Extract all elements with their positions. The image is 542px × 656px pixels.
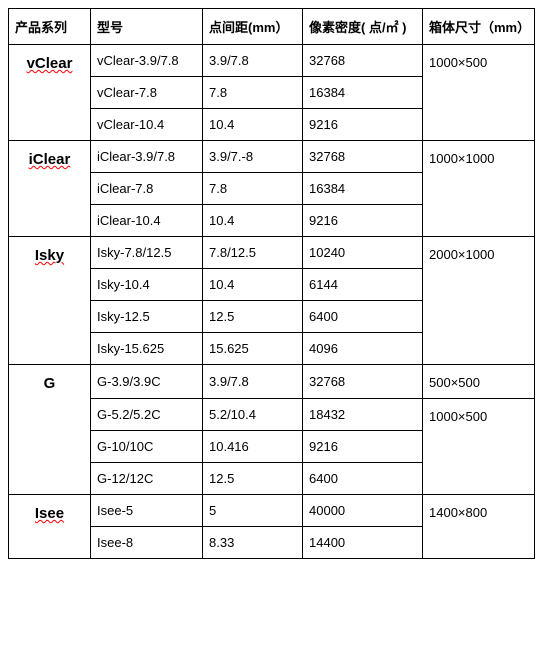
col-header-density: 像素密度( 点/㎡ ) bbox=[303, 9, 423, 45]
pitch-cell: 8.33 bbox=[203, 527, 303, 559]
model-cell: G-3.9/3.9C bbox=[91, 365, 203, 399]
series-name: Isee bbox=[35, 505, 64, 522]
model-cell: Isky-15.625 bbox=[91, 333, 203, 365]
density-cell: 16384 bbox=[303, 77, 423, 109]
col-header-model: 型号 bbox=[91, 9, 203, 45]
box-cell: 1000×500 bbox=[423, 45, 535, 141]
box-cell: 1000×500 bbox=[423, 399, 535, 495]
model-cell: vClear-3.9/7.8 bbox=[91, 45, 203, 77]
model-cell: iClear-3.9/7.8 bbox=[91, 141, 203, 173]
model-cell: Isee-8 bbox=[91, 527, 203, 559]
box-cell: 500×500 bbox=[423, 365, 535, 399]
pitch-cell: 15.625 bbox=[203, 333, 303, 365]
series-name: Isky bbox=[35, 247, 64, 264]
density-cell: 6144 bbox=[303, 269, 423, 301]
density-cell: 32768 bbox=[303, 45, 423, 77]
density-cell: 32768 bbox=[303, 141, 423, 173]
pitch-cell: 5.2/10.4 bbox=[203, 399, 303, 431]
density-cell: 40000 bbox=[303, 495, 423, 527]
pitch-cell: 7.8 bbox=[203, 77, 303, 109]
model-cell: Isky-10.4 bbox=[91, 269, 203, 301]
pitch-cell: 3.9/7.8 bbox=[203, 45, 303, 77]
table-row: iCleariClear-3.9/7.83.9/7.-8327681000×10… bbox=[9, 141, 535, 173]
series-cell: Isky bbox=[9, 237, 91, 365]
series-cell: Isee bbox=[9, 495, 91, 559]
model-cell: vClear-7.8 bbox=[91, 77, 203, 109]
model-cell: Isky-12.5 bbox=[91, 301, 203, 333]
model-cell: G-12/12C bbox=[91, 463, 203, 495]
model-cell: vClear-10.4 bbox=[91, 109, 203, 141]
col-header-series: 产品系列 bbox=[9, 9, 91, 45]
pitch-cell: 10.416 bbox=[203, 431, 303, 463]
col-header-pitch: 点间距(mm） bbox=[203, 9, 303, 45]
box-cell: 2000×1000 bbox=[423, 237, 535, 365]
density-cell: 32768 bbox=[303, 365, 423, 399]
density-cell: 18432 bbox=[303, 399, 423, 431]
table-row: vClearvClear-3.9/7.83.9/7.8327681000×500 bbox=[9, 45, 535, 77]
series-name: G bbox=[44, 375, 56, 392]
pitch-cell: 12.5 bbox=[203, 463, 303, 495]
density-cell: 9216 bbox=[303, 109, 423, 141]
density-cell: 9216 bbox=[303, 431, 423, 463]
table-row: IskyIsky-7.8/12.57.8/12.5102402000×1000 bbox=[9, 237, 535, 269]
pitch-cell: 10.4 bbox=[203, 269, 303, 301]
density-cell: 6400 bbox=[303, 301, 423, 333]
series-cell: G bbox=[9, 365, 91, 495]
density-cell: 6400 bbox=[303, 463, 423, 495]
density-cell: 10240 bbox=[303, 237, 423, 269]
series-name: iClear bbox=[29, 151, 71, 168]
box-cell: 1000×1000 bbox=[423, 141, 535, 237]
series-name: vClear bbox=[27, 55, 73, 72]
model-cell: G-10/10C bbox=[91, 431, 203, 463]
series-cell: iClear bbox=[9, 141, 91, 237]
table-row: IseeIsee-55400001400×800 bbox=[9, 495, 535, 527]
pitch-cell: 5 bbox=[203, 495, 303, 527]
product-spec-table: 产品系列 型号 点间距(mm） 像素密度( 点/㎡ ) 箱体尺寸（mm） vCl… bbox=[8, 8, 535, 559]
pitch-cell: 3.9/7.8 bbox=[203, 365, 303, 399]
model-cell: iClear-10.4 bbox=[91, 205, 203, 237]
density-cell: 4096 bbox=[303, 333, 423, 365]
series-cell: vClear bbox=[9, 45, 91, 141]
model-cell: Isky-7.8/12.5 bbox=[91, 237, 203, 269]
pitch-cell: 7.8 bbox=[203, 173, 303, 205]
density-cell: 14400 bbox=[303, 527, 423, 559]
model-cell: Isee-5 bbox=[91, 495, 203, 527]
model-cell: G-5.2/5.2C bbox=[91, 399, 203, 431]
pitch-cell: 10.4 bbox=[203, 205, 303, 237]
table-row: G G-3.9/3.9C3.9/7.832768500×500 bbox=[9, 365, 535, 399]
pitch-cell: 3.9/7.-8 bbox=[203, 141, 303, 173]
box-cell: 1400×800 bbox=[423, 495, 535, 559]
pitch-cell: 12.5 bbox=[203, 301, 303, 333]
col-header-box: 箱体尺寸（mm） bbox=[423, 9, 535, 45]
model-cell: iClear-7.8 bbox=[91, 173, 203, 205]
pitch-cell: 7.8/12.5 bbox=[203, 237, 303, 269]
pitch-cell: 10.4 bbox=[203, 109, 303, 141]
density-cell: 16384 bbox=[303, 173, 423, 205]
density-cell: 9216 bbox=[303, 205, 423, 237]
table-header-row: 产品系列 型号 点间距(mm） 像素密度( 点/㎡ ) 箱体尺寸（mm） bbox=[9, 9, 535, 45]
